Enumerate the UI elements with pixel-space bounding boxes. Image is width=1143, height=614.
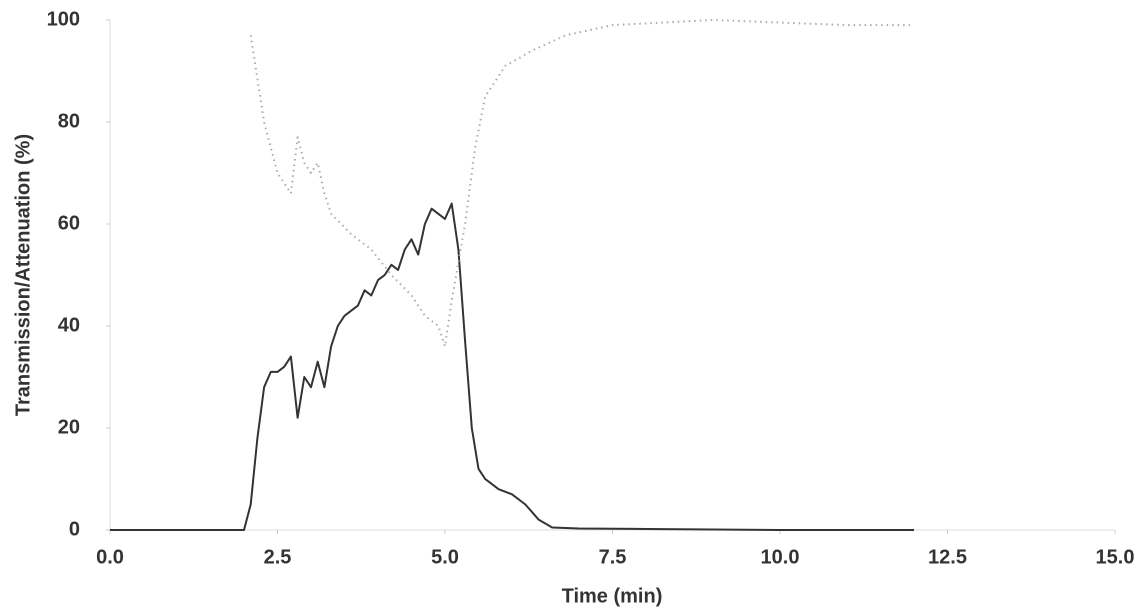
data-line: [110, 202, 914, 531]
x-axis-label: Time (min): [562, 585, 663, 607]
x-tick-label: 10.0: [761, 546, 800, 568]
x-tick-label: 12.5: [928, 546, 967, 568]
y-tick-label: 40: [58, 314, 80, 336]
y-tick-label: 0: [69, 518, 80, 540]
y-tick-label: 80: [58, 110, 80, 132]
x-tick-label: 2.5: [264, 546, 292, 568]
y-tick-label: 60: [58, 212, 80, 234]
x-tick-label: 0.0: [96, 546, 124, 568]
x-tick-label: 15.0: [1096, 546, 1135, 568]
y-tick-label: 100: [47, 8, 80, 30]
x-tick-label: 5.0: [431, 546, 459, 568]
x-tick-label: 7.5: [599, 546, 627, 568]
data-line: [249, 19, 914, 348]
y-tick-label: 20: [58, 416, 80, 438]
y-axis-label: Transmission/Attenuation (%): [12, 134, 34, 416]
